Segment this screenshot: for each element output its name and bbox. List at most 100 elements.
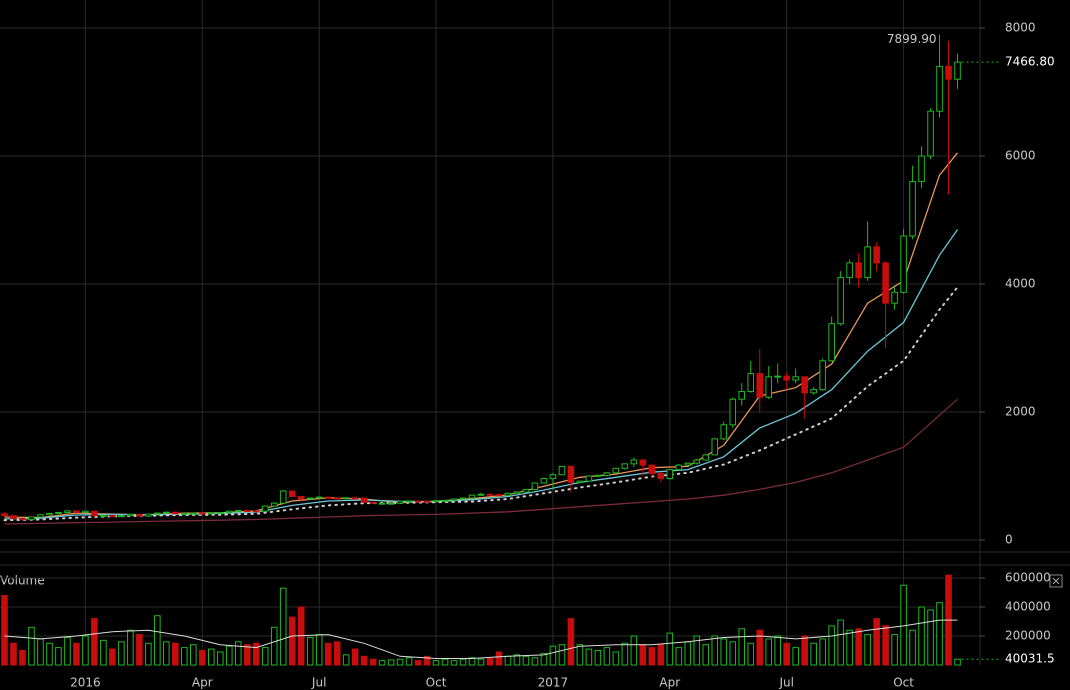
candle-body bbox=[154, 512, 161, 515]
candle-body bbox=[864, 246, 871, 279]
volume-bar bbox=[774, 635, 781, 666]
candle-body bbox=[729, 398, 737, 426]
candle-body bbox=[405, 500, 413, 503]
candle-body bbox=[360, 497, 368, 503]
candle-body bbox=[55, 511, 62, 514]
candle-body bbox=[199, 512, 206, 515]
candle-body bbox=[225, 510, 233, 513]
candle-body bbox=[702, 454, 710, 461]
volume-bar bbox=[486, 657, 494, 666]
volume-bar bbox=[46, 642, 53, 666]
candle-body bbox=[387, 502, 395, 505]
y-tick-label: 8000 bbox=[1005, 21, 1036, 35]
candle-body bbox=[82, 510, 89, 513]
candle-body bbox=[855, 262, 862, 279]
candle-body bbox=[28, 516, 35, 521]
volume-bar bbox=[810, 642, 817, 666]
candle-body bbox=[145, 513, 152, 517]
volume-bar bbox=[154, 615, 161, 666]
candle-body bbox=[100, 514, 107, 517]
x-tick-label: Apr bbox=[659, 676, 680, 690]
candle-body bbox=[216, 511, 224, 514]
candle-body bbox=[648, 464, 656, 474]
x-tick-label: Oct bbox=[426, 676, 447, 690]
volume-bar bbox=[594, 650, 602, 666]
volume-bar bbox=[747, 642, 755, 666]
candle-body bbox=[657, 472, 665, 480]
volume-bar bbox=[819, 638, 826, 666]
candle-body bbox=[639, 459, 647, 466]
x-tick-label: Jul bbox=[778, 676, 793, 690]
volume-bar bbox=[693, 635, 701, 666]
candle-body bbox=[369, 501, 377, 504]
volume-bar bbox=[145, 642, 152, 666]
volume-bar bbox=[738, 628, 746, 666]
volume-bar bbox=[504, 655, 512, 666]
volume-bar bbox=[234, 641, 242, 666]
candle-body bbox=[243, 510, 251, 513]
volume-bar bbox=[342, 654, 350, 666]
volume-bar bbox=[181, 647, 188, 666]
candle-body bbox=[109, 514, 116, 517]
volume-bar bbox=[163, 641, 170, 666]
candle-body bbox=[783, 375, 790, 381]
volume-bar bbox=[675, 647, 683, 666]
candle-body bbox=[64, 510, 71, 513]
volume-bar bbox=[55, 647, 62, 666]
candle-body bbox=[828, 323, 835, 362]
volume-bar bbox=[711, 635, 719, 666]
candle-body bbox=[693, 459, 701, 464]
volume-bar bbox=[333, 641, 341, 666]
volume-bar bbox=[414, 660, 422, 666]
candle-body bbox=[261, 505, 269, 512]
candle-body bbox=[531, 482, 539, 490]
candle-body bbox=[558, 465, 566, 476]
candle-body bbox=[837, 277, 844, 325]
y-tick-label: 600000 bbox=[1005, 571, 1051, 585]
candle-body bbox=[136, 513, 143, 517]
volume-bar bbox=[324, 642, 332, 666]
candle-body bbox=[468, 494, 476, 499]
volume-bar bbox=[549, 645, 557, 666]
candle-body bbox=[891, 291, 898, 304]
candle-body bbox=[621, 463, 629, 469]
volume-bar bbox=[459, 658, 467, 666]
volume-bar bbox=[477, 658, 485, 666]
candle-body bbox=[163, 511, 170, 514]
y-tick-label: 200000 bbox=[1005, 629, 1051, 643]
volume-bar bbox=[954, 658, 961, 666]
candle-body bbox=[486, 493, 494, 496]
volume-bar bbox=[630, 635, 638, 666]
candle-body bbox=[1, 513, 8, 517]
candle-body bbox=[495, 494, 503, 497]
candle-body bbox=[684, 462, 692, 466]
y-tick-label: 2000 bbox=[1005, 405, 1036, 419]
candle-body bbox=[900, 235, 907, 293]
volume-bar bbox=[91, 618, 98, 666]
volume-bar bbox=[918, 606, 925, 666]
candle-body bbox=[540, 478, 548, 484]
candle-body bbox=[819, 360, 826, 391]
volume-title: Volume bbox=[0, 574, 45, 588]
volume-bar bbox=[621, 642, 629, 666]
volume-bar bbox=[873, 618, 880, 666]
volume-bar bbox=[927, 609, 934, 666]
volume-bar bbox=[603, 647, 611, 666]
volume-bar bbox=[540, 652, 548, 666]
close-button[interactable] bbox=[1049, 574, 1063, 588]
candle-body bbox=[954, 61, 961, 80]
candle-body bbox=[333, 497, 341, 500]
candle-body bbox=[19, 518, 26, 521]
volume-bar bbox=[531, 657, 539, 666]
candle-body bbox=[252, 510, 260, 513]
volume-bar bbox=[73, 642, 80, 666]
candle-body bbox=[37, 514, 44, 518]
volume-bar bbox=[864, 634, 871, 666]
volume-bar bbox=[118, 641, 125, 666]
candle-body bbox=[936, 65, 943, 112]
volume-bar bbox=[306, 636, 314, 666]
volume-bar bbox=[837, 619, 844, 666]
candle-body bbox=[720, 424, 728, 440]
candle-body bbox=[378, 502, 386, 505]
